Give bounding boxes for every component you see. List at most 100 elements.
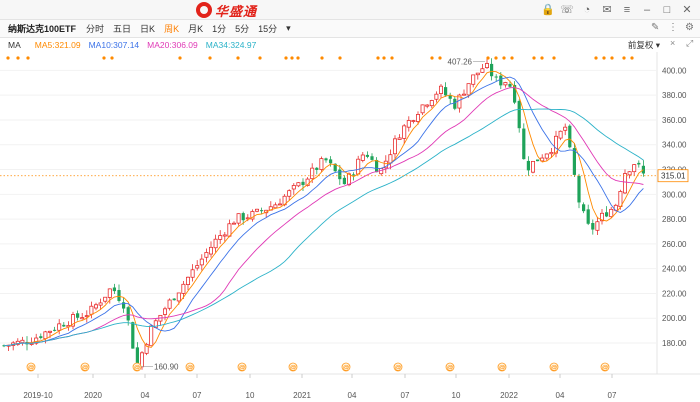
period-dropdown-icon[interactable]: ▾ (286, 23, 291, 33)
candle-body-up (57, 323, 62, 331)
ma20-value: MA20:306.09 (147, 40, 198, 50)
ma20-line (3, 87, 644, 347)
event-dot (26, 56, 30, 60)
event-dot (430, 56, 434, 60)
event-dot (110, 56, 114, 60)
candle-body-down (76, 313, 80, 318)
candle-body-up (415, 114, 420, 122)
brand-logo: 华盛通 (196, 2, 257, 19)
tab-period-1[interactable]: 五日 (113, 24, 132, 34)
x-tick-label: 2019-10 (23, 391, 53, 400)
candle-body-down (329, 159, 333, 164)
dividend-marker-glyph: @ (187, 365, 194, 372)
tab-period-4[interactable]: 月K (188, 24, 204, 34)
dividend-marker-glyph: @ (134, 365, 141, 372)
event-dot (258, 56, 262, 60)
tab-period-0[interactable]: 分时 (86, 24, 105, 34)
candle-body-down (333, 163, 337, 172)
current-price-label: 315.01 (661, 172, 686, 181)
event-dot (552, 56, 556, 60)
dividend-marker-glyph: @ (82, 365, 89, 372)
high-label: 407.26 (448, 57, 473, 66)
x-tick-label: 10 (246, 391, 255, 400)
candle-body-down (117, 290, 121, 301)
dividend-marker-icon (497, 362, 507, 372)
candle-body-up (397, 137, 402, 140)
candle-body-up (195, 265, 200, 269)
candle-body-up (199, 258, 204, 266)
ma-label[interactable]: MA (8, 40, 21, 50)
candle-body-up (544, 153, 549, 159)
dividend-marker-icon (600, 362, 610, 372)
close-icon[interactable]: ✕ (682, 4, 692, 16)
candle-body-down (517, 100, 521, 129)
event-dot (284, 56, 288, 60)
candle-body-up (383, 160, 388, 169)
adjust-dropdown[interactable]: 前复权 ▾ (627, 40, 660, 50)
expand-icon[interactable]: ⤢ (686, 38, 694, 48)
event-dot (236, 56, 240, 60)
tab-period-6[interactable]: 5分 (235, 24, 250, 34)
current-price-box (657, 169, 689, 183)
candle-body-down (494, 76, 498, 78)
tab-period-3[interactable]: 周K (164, 24, 180, 34)
support-icon[interactable]: ☏ (560, 4, 574, 16)
candle-body-down (53, 329, 57, 331)
candle-body-up (20, 339, 25, 343)
candle-body-up (250, 211, 255, 220)
event-dot (382, 56, 386, 60)
candle-body-down (62, 324, 66, 327)
dividend-marker-icon (288, 362, 298, 372)
candle-body-up (84, 315, 89, 318)
event-dot (6, 56, 10, 60)
candle-body-up (305, 178, 310, 187)
event-dot (102, 56, 106, 60)
candle-body-up (245, 217, 250, 220)
candle-body-up (15, 340, 20, 345)
settings-icon[interactable]: ⚙ (685, 22, 694, 33)
lock-icon[interactable]: 🔒 (541, 4, 555, 16)
candle-body-down (315, 167, 319, 170)
candle-body-up (71, 314, 76, 327)
tab-period-7[interactable]: 15分 (258, 24, 278, 34)
candle-body-up (438, 85, 443, 94)
candle-body-up (549, 151, 554, 155)
draw-tool-icon[interactable]: ✎ (651, 22, 660, 33)
maximize-icon[interactable]: □ (663, 4, 671, 16)
indicator-icon[interactable]: ⋮ (668, 22, 678, 33)
dividend-marker-icon (445, 362, 455, 372)
kline-chart[interactable]: 400.00380.00360.00340.00320.00300.00280.… (0, 52, 700, 402)
candle-body-up (429, 100, 434, 107)
x-tick-label: 04 (141, 391, 150, 400)
x-tick-label: 07 (608, 391, 617, 400)
candle-body-up (94, 304, 99, 309)
candle-body-up (80, 317, 85, 320)
candle-body-down (637, 162, 641, 165)
candle-body-up (149, 325, 154, 347)
candle-body-up (425, 104, 430, 107)
candle-body-down (352, 174, 356, 176)
candle-body-up (107, 288, 112, 298)
tab-period-5[interactable]: 1分 (212, 24, 227, 34)
close-panel-icon[interactable]: × (670, 38, 676, 48)
candle-body-up (103, 296, 108, 302)
candle-body-up (227, 223, 232, 237)
dividend-marker-glyph: @ (551, 365, 558, 372)
menu-icon[interactable]: ≡ (623, 4, 631, 16)
candle-body-up (595, 221, 600, 231)
dividend-marker-glyph: @ (499, 365, 506, 372)
candle-body-up (89, 305, 94, 315)
minimize-icon[interactable]: – (643, 4, 651, 16)
candle-body-up (632, 164, 637, 173)
candle-body-down (586, 209, 590, 224)
tab-period-2[interactable]: 日K (140, 24, 156, 34)
x-tick-label: 10 (452, 391, 461, 400)
notification-icon[interactable]: ◔ (583, 4, 591, 16)
event-dot (486, 56, 490, 60)
candle-body-up (231, 222, 236, 225)
event-dot (630, 56, 634, 60)
dividend-marker-glyph: @ (28, 365, 35, 372)
dividend-marker-glyph: @ (290, 365, 297, 372)
candle-body-up (360, 154, 365, 161)
message-icon[interactable]: ✉ (602, 4, 612, 16)
